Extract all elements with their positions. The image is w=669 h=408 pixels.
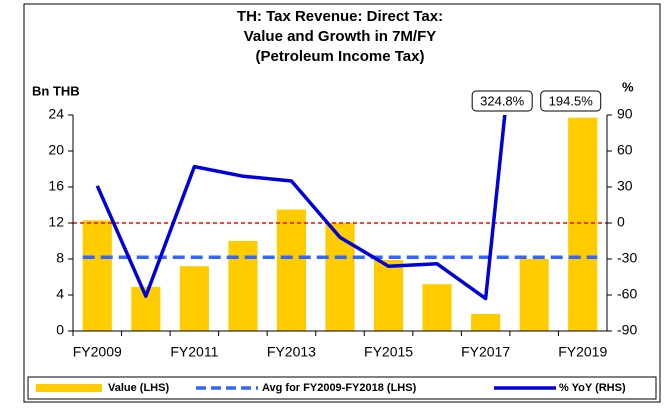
y-tick-label: 8 [56,250,64,266]
chart-title: TH: Tax Revenue: Direct Tax: [237,8,443,25]
legend-label: Value (LHS) [108,382,169,394]
y-tick-label: 24 [48,106,64,122]
chart-title: Value and Growth in 7M/FY [244,28,437,45]
x-tick-label: FY2017 [461,344,510,360]
x-tick-label: FY2019 [558,344,607,360]
legend-label: % YoY (RHS) [559,382,626,394]
x-tick-label: FY2009 [73,344,122,360]
legend-swatch [36,384,102,392]
chart-frame [23,3,661,403]
bar [179,266,209,331]
chart-title: (Petroleum Income Tax) [256,48,425,65]
bar [422,284,452,331]
x-tick-label: FY2011 [170,344,218,360]
y-tick-label: 0 [56,322,64,338]
bar [519,259,549,331]
y-axis-label: Bn THB [32,83,80,98]
value-label-box [540,90,602,112]
y2-tick-label: -30 [617,250,637,266]
y2-tick-label: 60 [617,142,633,158]
bar [82,220,112,331]
yoy-line [95,115,507,301]
y-tick-label: 12 [48,214,64,230]
y-tick-label: 20 [48,142,64,158]
x-tick-label: FY2015 [364,344,413,360]
y2-tick-label: -60 [617,286,637,302]
y-tick-label: 4 [56,286,64,302]
y2-tick-label: 90 [617,106,633,122]
x-tick-label: FY2013 [267,344,316,360]
bar [276,209,307,331]
bar [471,313,501,331]
bar [568,117,598,331]
value-label: 194.5% [549,93,594,108]
value-label-box [471,90,533,112]
y2-axis-label: % [622,79,634,94]
legend-label: Avg for FY2009-FY2018 (LHS) [262,382,417,394]
legend-box [27,376,657,400]
y2-tick-label: 0 [617,214,625,230]
bar [373,259,404,331]
bar [228,241,258,331]
y-tick-label: 16 [48,178,64,194]
y2-tick-label: 30 [617,178,633,194]
bar [325,223,355,331]
y2-tick-label: -90 [617,322,637,338]
value-label: 324.8% [480,93,525,108]
line-group [95,115,507,301]
